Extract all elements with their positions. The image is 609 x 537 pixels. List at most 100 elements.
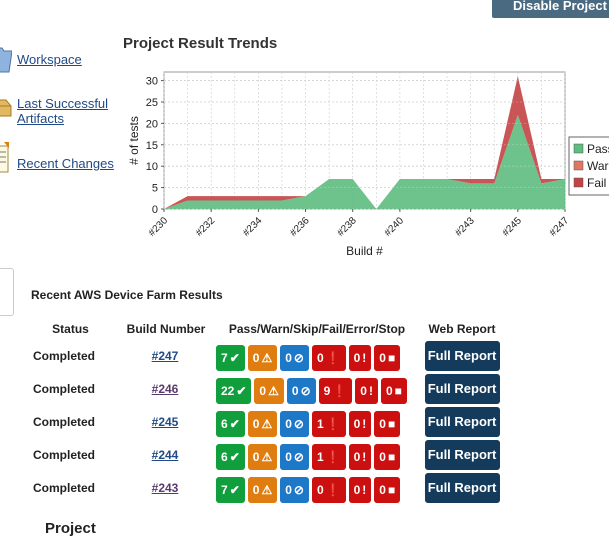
build-link[interactable]: #244 xyxy=(151,447,179,462)
disable-project-button[interactable]: Disable Project xyxy=(492,0,609,18)
chart-legend: Pass Warn Fail xyxy=(568,136,609,196)
full-report-button[interactable]: Full Report xyxy=(424,373,500,404)
trends-title: Project Result Trends xyxy=(123,35,278,52)
fail-count: 0 xyxy=(316,482,324,497)
pass-count: 7 xyxy=(221,482,228,497)
table-row: Completed #247 7 ✔ 0 ⚠ 0 ⊘ 0 ❗ 0! 0 ■ Full Report xyxy=(23,339,502,372)
status-cell: Completed xyxy=(33,381,96,396)
check-icon: ✔ xyxy=(229,350,240,365)
status-cell: Completed xyxy=(33,447,96,462)
stop-count: 0 xyxy=(379,416,386,431)
x-tick-label: #240 xyxy=(382,215,406,239)
sidebar-item-label: Last Successful xyxy=(17,96,109,111)
fail-count: 1 xyxy=(316,416,324,431)
test-trend-chart: 0 5 10 15 20 25 30 #230 #232 #234 #236 #238 #240 #243… xyxy=(127,71,609,258)
skip-icon: ⊘ xyxy=(293,482,304,497)
fail-icon: ❗ xyxy=(325,449,341,464)
count-badges: 7 ✔ 0 ⚠ 0 ⊘ 0 ❗ 0! 0 ■ xyxy=(212,341,422,371)
warn-count: 0 xyxy=(252,482,260,497)
x-tick-label: #245 xyxy=(500,215,524,239)
error-count: 0 xyxy=(360,383,367,398)
status-cell: Completed xyxy=(33,348,96,363)
stop-count: 0 xyxy=(379,449,386,464)
warning-icon: ⚠ xyxy=(268,383,279,398)
error-icon: ! xyxy=(362,482,367,497)
fail-count: 1 xyxy=(316,449,324,464)
skip-icon: ⊘ xyxy=(300,383,311,398)
legend-swatch-pass xyxy=(573,143,584,154)
legend-swatch-fail xyxy=(573,177,584,188)
error-count-badge: 0! xyxy=(348,443,372,470)
warning-icon: ⚠ xyxy=(261,449,273,464)
build-link[interactable]: #247 xyxy=(151,348,179,363)
build-cell: #247 xyxy=(118,339,212,372)
pass-count-badge: 7 ✔ xyxy=(216,344,245,371)
x-tick-label: #234 xyxy=(241,215,265,239)
x-tick-label: #232 xyxy=(194,215,218,239)
section-heading-project: Project xyxy=(45,520,96,537)
build-cell: #244 xyxy=(118,438,212,471)
warn-count: 0 xyxy=(252,449,260,464)
error-count-badge: 0! xyxy=(348,476,372,503)
pass-count: 7 xyxy=(221,350,228,365)
build-link[interactable]: #245 xyxy=(151,414,179,429)
counts-cell: 6 ✔ 0 ⚠ 0 ⊘ 1 ❗ 0! 0 ■ xyxy=(212,438,422,471)
x-tick-label: #236 xyxy=(288,215,312,239)
warning-icon: ⚠ xyxy=(261,416,273,431)
legend-label-warn: Warn xyxy=(587,159,609,173)
series-area-pass xyxy=(164,114,565,209)
x-tick-label: #230 xyxy=(147,215,171,239)
skip-count-badge: 0 ⊘ xyxy=(280,344,309,371)
build-link[interactable]: #246 xyxy=(151,381,179,396)
warn-count: 0 xyxy=(259,383,267,398)
stop-count-badge: 0 ■ xyxy=(380,377,407,404)
skip-count-badge: 0 ⊘ xyxy=(280,410,309,437)
status-cell: Completed xyxy=(33,414,96,429)
count-badges: 6 ✔ 0 ⚠ 0 ⊘ 1 ❗ 0! 0 ■ xyxy=(212,407,422,437)
error-count: 0 xyxy=(353,416,361,431)
build-cell: #243 xyxy=(118,471,212,504)
full-report-button[interactable]: Full Report xyxy=(424,340,500,371)
sidebar-item-label: Artifacts xyxy=(17,111,64,126)
table-row: Completed #246 22 ✔ 0 ⚠ 0 ⊘ 9 ❗ 0! 0 ■ Full Report xyxy=(23,372,502,405)
full-report-button[interactable]: Full Report xyxy=(424,406,500,437)
sidebar-item-workspace[interactable]: Workspace xyxy=(17,52,82,67)
error-icon: ! xyxy=(362,449,367,464)
check-icon: ✔ xyxy=(229,449,240,464)
column-header-counts: Pass/Warn/Skip/Fail/Error/Stop xyxy=(228,322,406,336)
stop-count-badge: 0 ■ xyxy=(374,410,401,437)
legend-label-fail: Fail xyxy=(587,176,606,190)
table-row: Completed #243 7 ✔ 0 ⚠ 0 ⊘ 0 ❗ 0! 0 ■ Full Report xyxy=(23,471,502,504)
skip-count: 0 xyxy=(291,383,299,398)
skip-count: 0 xyxy=(285,350,292,365)
fail-count: 9 xyxy=(323,383,331,398)
stop-icon: ■ xyxy=(387,350,396,365)
results-title: Recent AWS Device Farm Results xyxy=(31,288,223,302)
check-icon: ✔ xyxy=(229,416,240,431)
full-report-button[interactable]: Full Report xyxy=(424,439,500,470)
results-table: Status Build Number Pass/Warn/Skip/Fail/… xyxy=(23,320,502,504)
warning-icon: ⚠ xyxy=(261,350,273,365)
x-tick-label: #238 xyxy=(335,215,359,239)
skip-icon: ⊘ xyxy=(293,449,304,464)
report-cell: Full Report xyxy=(422,438,502,471)
error-count: 0 xyxy=(353,350,361,365)
skip-count-badge: 0 ⊘ xyxy=(280,476,309,503)
count-badges: 6 ✔ 0 ⚠ 0 ⊘ 1 ❗ 0! 0 ■ xyxy=(212,440,422,470)
pass-count-badge: 7 ✔ xyxy=(216,476,245,503)
counts-cell: 7 ✔ 0 ⚠ 0 ⊘ 0 ❗ 0! 0 ■ xyxy=(212,471,422,504)
stop-icon: ■ xyxy=(387,449,396,464)
fail-count: 0 xyxy=(316,350,324,365)
report-cell: Full Report xyxy=(422,405,502,438)
build-link[interactable]: #243 xyxy=(151,480,179,495)
package-icon xyxy=(0,94,12,123)
skip-count-badge: 0 ⊘ xyxy=(280,443,309,470)
y-tick-label: 0 xyxy=(152,204,158,216)
build-cell: #245 xyxy=(118,405,212,438)
sidebar-item-last-successful-artifacts[interactable]: Last Successful Artifacts xyxy=(17,96,108,126)
sidebar-item-recent-changes[interactable]: Recent Changes xyxy=(17,156,114,171)
folder-icon xyxy=(0,38,13,79)
error-icon: ! xyxy=(368,383,373,398)
error-icon: ! xyxy=(362,350,367,365)
full-report-button[interactable]: Full Report xyxy=(424,472,500,503)
